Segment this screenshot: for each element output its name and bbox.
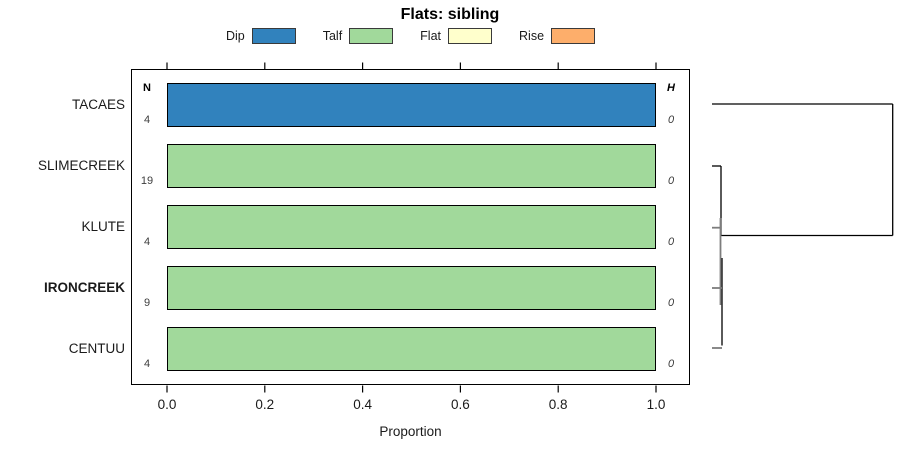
h-value-klute: 0 [667, 235, 675, 248]
h-value-centuu: 0 [667, 357, 675, 370]
x-tick-label-0.0: 0.0 [157, 397, 177, 412]
category-label-tacaes: TACAES [71, 97, 125, 112]
legend-swatch-talf [349, 28, 394, 44]
h-value-slimecreek: 0 [667, 174, 675, 187]
h-value-tacaes: 0 [667, 113, 675, 126]
legend-label: Flat [420, 29, 442, 43]
n-value-centuu: 4 [143, 357, 151, 370]
x-tick-label-1.0: 1.0 [646, 397, 666, 412]
legend-item-dip: Dip [226, 28, 296, 44]
legend-swatch-dip [251, 28, 296, 44]
bar-centuu-talf [167, 327, 656, 371]
x-tick-label-0.4: 0.4 [353, 397, 372, 412]
legend-label: Rise [519, 29, 545, 43]
legend-label: Talf [322, 29, 343, 43]
legend-item-rise: Rise [519, 28, 596, 44]
category-label-klute: KLUTE [81, 219, 125, 234]
bar-slimecreek-talf [167, 144, 656, 188]
bar-klute-talf [167, 205, 656, 249]
legend: Dip Talf Flat Rise [131, 27, 690, 45]
n-value-slimecreek: 19 [140, 174, 154, 187]
legend-item-talf: Talf [322, 28, 394, 44]
category-label-centuu: CENTUU [68, 341, 125, 356]
n-value-ironcreek: 9 [143, 296, 151, 309]
n-value-tacaes: 4 [143, 113, 151, 126]
n-column-header: N [143, 82, 151, 94]
chart-title: Flats: sibling [400, 6, 500, 23]
h-column-header: H [667, 82, 675, 94]
legend-swatch-rise [551, 28, 596, 44]
x-axis-title: Proportion [379, 424, 442, 439]
x-tick-label-0.2: 0.2 [255, 397, 275, 412]
n-value-klute: 4 [143, 235, 151, 248]
bar-ironcreek-talf [167, 266, 656, 310]
h-value-ironcreek: 0 [667, 296, 675, 309]
x-tick-label-0.6: 0.6 [451, 397, 470, 412]
legend-swatch-flat [448, 28, 493, 44]
legend-item-flat: Flat [420, 28, 493, 44]
bar-tacaes-dip [167, 83, 656, 127]
category-label-slimecreek: SLIMECREEK [37, 158, 125, 173]
x-tick-label-0.8: 0.8 [548, 397, 568, 412]
category-label-ironcreek: IRONCREEK [43, 280, 125, 295]
legend-label: Dip [225, 29, 245, 43]
